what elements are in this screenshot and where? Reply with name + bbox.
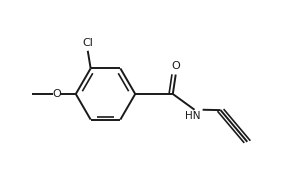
Text: HN: HN [185,111,201,121]
Text: O: O [53,89,61,99]
Text: Cl: Cl [82,38,93,48]
Text: O: O [171,61,180,71]
